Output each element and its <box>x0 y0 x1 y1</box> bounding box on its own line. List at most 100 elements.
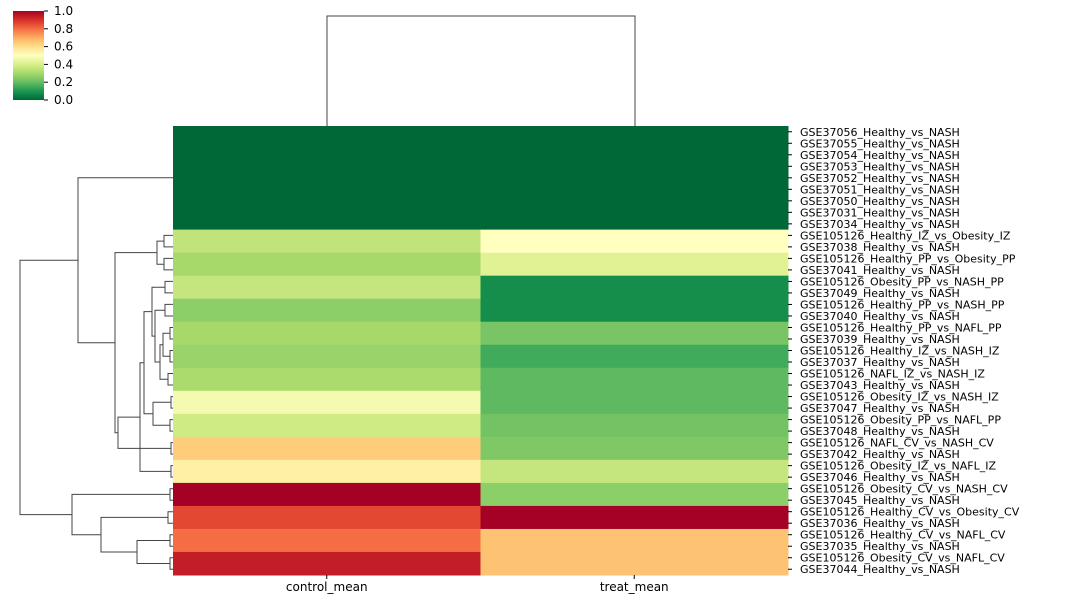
heatmap-cell <box>173 333 481 346</box>
colorbar-ticks: 0.0 0.2 0.4 0.6 0.8 1.0 <box>44 4 73 107</box>
column-label: treat_mean <box>600 580 669 594</box>
heatmap-cell <box>173 160 481 173</box>
heatmap-cell <box>173 356 481 369</box>
heatmap-cell <box>480 126 789 139</box>
row-label: GSE37045_Healthy_vs_NASH <box>800 494 960 507</box>
row-dendrogram-link <box>156 240 164 265</box>
heatmap-cell <box>173 298 481 311</box>
column-dendrogram <box>326 15 636 126</box>
row-label: GSE37048_Healthy_vs_NASH <box>800 425 960 438</box>
heatmap-cell <box>173 517 481 530</box>
heatmap-cell <box>173 425 481 438</box>
row-dendrogram-link <box>77 177 173 344</box>
row-label: GSE37042_Healthy_vs_NASH <box>800 448 960 461</box>
row-label: GSE37038_Healthy_vs_NASH <box>800 241 960 254</box>
heatmap-cell <box>480 551 789 564</box>
heatmap-cell <box>480 160 789 173</box>
row-dendrogram-link <box>136 540 170 564</box>
row-label: GSE37039_Healthy_vs_NASH <box>800 333 960 346</box>
heatmap-cell <box>480 505 789 518</box>
heatmap-cell <box>173 195 481 208</box>
heatmap-cell <box>173 402 481 415</box>
colorbar-tick-label: 0.0 <box>54 93 73 107</box>
row-dendrogram-link <box>159 344 168 380</box>
row-dendrogram-link <box>117 416 171 449</box>
row-label: GSE105126_Obesity_PP_vs_NAFL_PP <box>800 414 1001 427</box>
heatmap-cell <box>173 563 481 576</box>
heatmap-cell <box>173 241 481 254</box>
heatmap-cell <box>480 436 789 449</box>
row-dendrogram-link <box>164 303 173 317</box>
row-label: GSE105126_Healthy_IZ_vs_Obesity_IZ <box>800 229 1011 242</box>
heatmap-cell <box>173 137 481 150</box>
heatmap-cell <box>480 333 789 346</box>
heatmap-cell <box>173 149 481 162</box>
heatmap-cell <box>480 252 789 265</box>
row-dendrogram-link <box>170 465 173 478</box>
row-dendrogram-link <box>151 286 165 337</box>
heatmap-cell <box>480 310 789 323</box>
heatmap-cell <box>173 459 481 472</box>
heatmap-cell <box>480 425 789 438</box>
row-dendrogram-link <box>167 373 173 386</box>
heatmap-cell <box>480 172 789 185</box>
row-dendrogram-link <box>169 419 173 432</box>
heatmap-cell <box>480 528 789 541</box>
heatmap-cell <box>480 448 789 461</box>
heatmap-cell <box>480 482 789 495</box>
row-label: GSE37040_Healthy_vs_NASH <box>800 310 960 323</box>
row-label: GSE37055_Healthy_vs_NASH <box>800 137 960 150</box>
heatmap-cell <box>480 459 789 472</box>
row-label: GSE37053_Healthy_vs_NASH <box>800 160 960 173</box>
row-label: GSE105126_Healthy_PP_vs_Obesity_PP <box>800 252 1016 265</box>
row-label: GSE37054_Healthy_vs_NASH <box>800 149 960 162</box>
row-dendrogram-link <box>169 557 173 570</box>
colorbar-tick-label: 0.6 <box>54 40 73 54</box>
heatmap-cell <box>173 413 481 426</box>
row-label: GSE37049_Healthy_vs_NASH <box>800 287 960 300</box>
heatmap-cell <box>173 287 481 300</box>
row-dendrogram-link <box>170 442 173 455</box>
row-label: GSE37050_Healthy_vs_NASH <box>800 195 960 208</box>
heatmap-cell <box>173 321 481 334</box>
heatmap-cell <box>480 275 789 288</box>
row-dendrogram-link <box>114 252 157 434</box>
row-label: GSE37043_Healthy_vs_NASH <box>800 379 960 392</box>
heatmap-cell <box>480 540 789 553</box>
heatmap-cell <box>480 402 789 415</box>
heatmap-cell <box>173 528 481 541</box>
colorbar-tick-label: 0.4 <box>54 57 73 71</box>
heatmap-cell <box>480 218 789 231</box>
heatmap-cell <box>480 137 789 150</box>
heatmap-cell <box>173 310 481 323</box>
heatmap-cell <box>173 252 481 265</box>
row-dendrogram-link <box>169 534 173 547</box>
row-dendrogram-link <box>71 493 170 536</box>
heatmap-cell <box>173 471 481 484</box>
colorbar-tick-label: 1.0 <box>54 4 73 18</box>
heatmap-cell <box>173 126 481 139</box>
heatmap-cell <box>173 367 481 380</box>
heatmap-cell <box>480 149 789 162</box>
column-dendrogram-link <box>326 15 636 126</box>
row-dendrogram-link <box>19 259 78 516</box>
row-dendrogram-link <box>152 401 171 426</box>
row-dendrogram-link <box>163 257 173 271</box>
colorbar: 0.0 0.2 0.4 0.6 0.8 1.0 <box>13 4 73 107</box>
row-label: GSE37037_Healthy_vs_NASH <box>800 356 960 369</box>
row-label: GSE37036_Healthy_vs_NASH <box>800 517 960 530</box>
column-label: control_mean <box>286 580 368 594</box>
heatmap-cell <box>480 298 789 311</box>
heatmap-cell <box>173 344 481 357</box>
row-dendrogram-link <box>167 511 173 524</box>
row-label: GSE37035_Healthy_vs_NASH <box>800 540 960 553</box>
heatmap-cell <box>173 436 481 449</box>
heatmap-cell <box>480 379 789 392</box>
row-dendrogram-link <box>169 327 173 340</box>
heatmap-cell <box>480 344 789 357</box>
heatmap-cell <box>480 321 789 334</box>
row-dendrogram-link <box>100 516 168 553</box>
column-labels: control_mean treat_mean <box>286 575 669 594</box>
heatmap-cell <box>173 448 481 461</box>
heatmap-cell <box>480 413 789 426</box>
